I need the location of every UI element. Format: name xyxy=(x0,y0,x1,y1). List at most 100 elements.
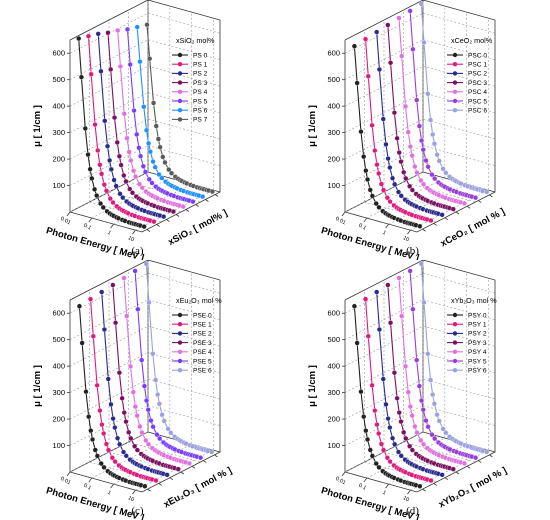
data-point xyxy=(78,74,85,80)
data-point xyxy=(114,435,121,441)
data-point xyxy=(418,1,424,7)
legend: xSiO₂ mol% PS 0 PS 1 PS 2 PS 3 PS 4 PS 5 PS 6 PS… xyxy=(172,36,215,124)
z-tick xyxy=(422,488,426,492)
data-point xyxy=(428,477,434,484)
x-tick xyxy=(66,211,71,217)
x-tick-label: 1 xyxy=(106,490,112,497)
data-point xyxy=(109,455,115,461)
data-point xyxy=(126,149,132,155)
x-tick xyxy=(88,217,93,223)
data-point xyxy=(149,180,155,186)
z-tick xyxy=(146,229,151,232)
legend-marker xyxy=(452,349,458,354)
data-point xyxy=(108,66,114,72)
legend-marker xyxy=(452,322,458,327)
data-point xyxy=(152,377,159,383)
data-point xyxy=(443,170,449,176)
data-point xyxy=(159,175,165,181)
z-tick xyxy=(444,477,449,481)
data-point xyxy=(401,169,407,175)
grid-line xyxy=(69,325,221,367)
floor-front-edges xyxy=(69,451,221,493)
data-point xyxy=(402,363,409,369)
y-tick-label: 500 xyxy=(52,335,65,344)
data-point xyxy=(83,389,89,395)
grid-line xyxy=(344,405,496,446)
data-point xyxy=(95,147,101,153)
data-point xyxy=(134,413,140,419)
data-point xyxy=(190,199,196,205)
data-point xyxy=(76,303,82,309)
data-point xyxy=(369,122,375,128)
data-point xyxy=(180,204,186,210)
data-point xyxy=(391,110,397,116)
data-point xyxy=(150,100,157,106)
data-point xyxy=(175,466,181,472)
data-point xyxy=(423,158,429,164)
data-point xyxy=(362,296,369,302)
data-point xyxy=(431,401,437,407)
data-point xyxy=(385,282,391,288)
panel-caption: (c) xyxy=(131,505,144,517)
top-left-edge xyxy=(344,260,424,301)
grid-line xyxy=(344,378,496,420)
legend-marker xyxy=(452,340,458,345)
y-tick-label: 600 xyxy=(52,49,65,58)
data-point xyxy=(126,429,132,435)
data-point xyxy=(450,466,456,472)
data-point xyxy=(409,187,415,193)
legend-entry: PSY 2 xyxy=(468,331,487,338)
z-tick xyxy=(156,224,160,227)
grid-line xyxy=(69,260,149,473)
grid-line xyxy=(344,299,496,340)
z-tick xyxy=(195,204,199,207)
data-point xyxy=(157,144,163,150)
data-point xyxy=(117,441,123,447)
data-point xyxy=(418,261,424,267)
data-point xyxy=(425,91,431,97)
data-point xyxy=(484,449,490,455)
data-point xyxy=(418,177,424,184)
data-point xyxy=(384,195,390,201)
data-point xyxy=(472,195,479,201)
legend-entry: PS 6 xyxy=(193,108,208,115)
data-point xyxy=(130,389,136,395)
data-point xyxy=(387,424,393,431)
legend-entry: PSE 5 xyxy=(193,358,212,365)
y-axis-label: μ [ 1/cm ] xyxy=(32,365,43,407)
legend-entry: PS 7 xyxy=(193,117,208,124)
data-point xyxy=(363,428,369,434)
data-point xyxy=(364,176,371,183)
data-point xyxy=(414,170,420,176)
x-tick-label: 10 xyxy=(127,495,135,503)
data-point xyxy=(398,453,404,459)
data-point xyxy=(98,68,104,74)
data-point xyxy=(161,214,167,220)
x-tick-label: 0.01 xyxy=(59,216,71,226)
data-point xyxy=(431,141,437,147)
chart-panel-d: 100 200 300 400 500 600 0.01 0.1 1 10 μ [ 1/cm ] Ph… xyxy=(275,260,550,520)
legend-marker xyxy=(452,80,458,85)
data-point xyxy=(367,447,373,453)
y-tick-label: 200 xyxy=(52,415,65,424)
data-point xyxy=(111,177,117,183)
x-tick xyxy=(363,217,368,223)
data-point xyxy=(142,483,148,489)
data-point xyxy=(410,46,416,52)
legend-marker xyxy=(177,331,183,336)
x-tick xyxy=(363,477,368,483)
data-point xyxy=(89,175,95,181)
data-point xyxy=(111,115,118,121)
grid-line xyxy=(344,12,496,54)
legend-entry: PSE 2 xyxy=(193,331,212,338)
data-point xyxy=(166,167,172,173)
legend-title: xSiO₂ mol% xyxy=(176,36,215,45)
x-tick xyxy=(407,229,411,235)
z-tick xyxy=(166,219,170,222)
data-point xyxy=(139,185,145,191)
data-point xyxy=(119,395,125,401)
floor-front-edges xyxy=(344,191,496,233)
top-left-edge xyxy=(344,0,424,41)
grid-line xyxy=(344,118,496,160)
